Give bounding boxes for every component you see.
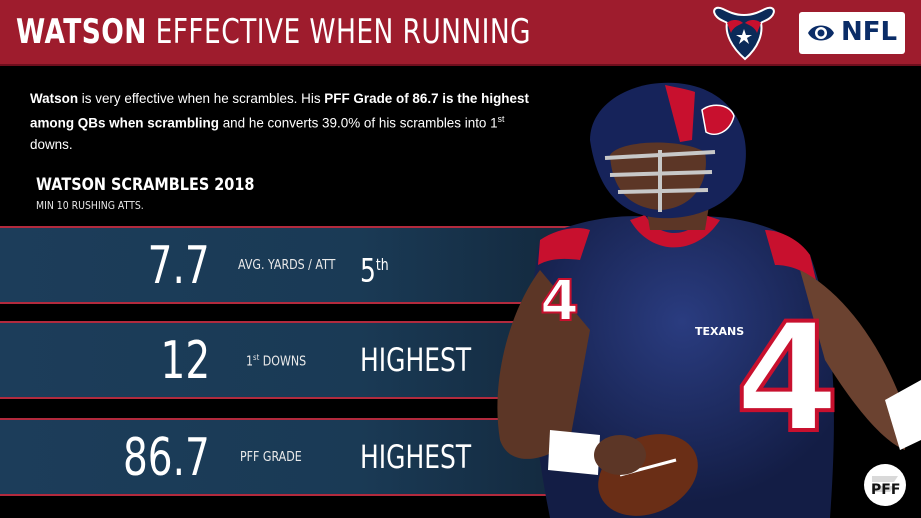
jersey-number: 4 xyxy=(735,292,839,466)
pff-logo-text: PFF xyxy=(871,482,900,498)
stat-label: 1st DOWNS xyxy=(246,353,306,369)
stat-rank-suffix: th xyxy=(375,255,389,274)
intro-text-3: downs. xyxy=(30,135,73,152)
intro-superscript: st xyxy=(497,114,505,124)
stat-rank-text: HIGHEST xyxy=(360,341,472,379)
network-logo-text: NFL xyxy=(841,17,898,47)
stat-rank: HIGHEST xyxy=(360,337,471,383)
intro-paragraph: Watson is very effective when he scrambl… xyxy=(30,88,548,155)
intro-player-name: Watson xyxy=(30,90,79,106)
header-bar: WATSON EFFECTIVE WHEN RUNNING NFL xyxy=(0,0,921,66)
intro-text-2: and he converts 39.0% of his scrambles i… xyxy=(218,114,498,131)
stat-label-superscript: st xyxy=(253,353,260,362)
title-name: WATSON xyxy=(16,12,147,52)
stat-label-text: AVG. YARDS / ATT xyxy=(238,258,336,273)
intro-highlight: PFF Grade of 86.7 is the highest among Q… xyxy=(30,90,529,131)
intro-text-1: is very effective when he scrambles. His xyxy=(78,90,325,106)
section-subtitle: MIN 10 RUSHING ATTS. xyxy=(36,199,144,212)
jersey-wordmark: TEXANS xyxy=(695,325,744,338)
stat-rank: HIGHEST xyxy=(360,434,471,480)
cbs-eye-icon xyxy=(808,25,834,41)
texans-bull-head-icon xyxy=(713,6,775,61)
pff-logo-icon: PFF xyxy=(864,464,906,506)
sleeve-number: 4 xyxy=(540,269,579,334)
stat-label: PFF GRADE xyxy=(240,450,302,465)
stat-label-prefix: 1 xyxy=(246,354,254,370)
stat-value: 12 xyxy=(160,331,210,391)
stat-rank-text: HIGHEST xyxy=(360,438,472,476)
title-rest: EFFECTIVE WHEN RUNNING xyxy=(155,12,532,52)
stat-label-text: DOWNS xyxy=(259,354,307,370)
page-title: WATSON EFFECTIVE WHEN RUNNING xyxy=(16,12,531,52)
stat-rank: 5th xyxy=(360,242,389,294)
network-logo: NFL xyxy=(799,12,905,54)
stat-value: 7.7 xyxy=(147,236,210,296)
stat-value: 86.7 xyxy=(123,428,210,488)
stat-rank-text: 5 xyxy=(360,251,376,290)
section-title: WATSON SCRAMBLES 2018 xyxy=(36,175,255,195)
player-photo: 4 4 TEXANS xyxy=(497,82,921,518)
stat-label: AVG. YARDS / ATT xyxy=(238,258,335,273)
stat-row-yards: 7.7 AVG. YARDS / ATT 5th xyxy=(0,226,600,304)
stat-label-text: PFF GRADE xyxy=(240,450,302,465)
